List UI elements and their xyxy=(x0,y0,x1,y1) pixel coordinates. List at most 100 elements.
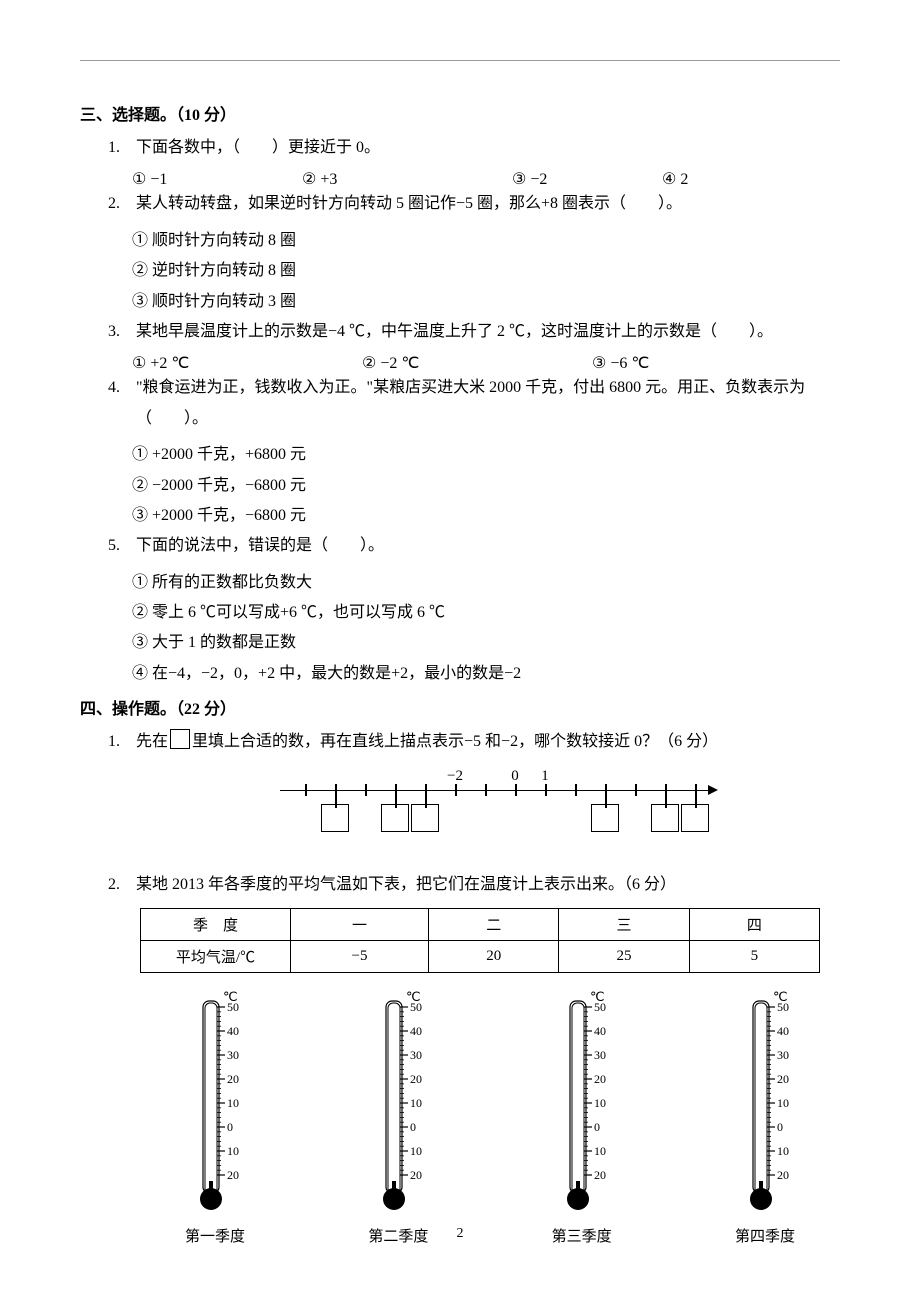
svg-text:30: 30 xyxy=(777,1048,789,1062)
svg-text:50: 50 xyxy=(227,1000,239,1014)
thermometer-row: ℃504030201001020第一季度℃504030201001020第二季度… xyxy=(140,989,840,1246)
numberline-label: 0 xyxy=(511,768,519,785)
page-number: 2 xyxy=(457,1226,464,1242)
q-num: 2. xyxy=(108,189,136,219)
svg-text:20: 20 xyxy=(227,1168,239,1182)
table-header: 一 xyxy=(291,909,429,941)
svg-text:40: 40 xyxy=(777,1024,789,1038)
option: ③ +2000 千克，−6800 元 xyxy=(132,501,840,531)
table-header: 季 度 xyxy=(141,909,291,941)
q-num: 1. xyxy=(108,133,136,163)
thermometer: ℃504030201001020第四季度 xyxy=(690,989,840,1246)
svg-text:0: 0 xyxy=(777,1120,783,1134)
svg-text:20: 20 xyxy=(777,1168,789,1182)
svg-text:20: 20 xyxy=(594,1072,606,1086)
q-text: 某地 2013 年各季度的平均气温如下表，把它们在温度计上表示出来。（6 分） xyxy=(136,870,676,900)
option: ③ −6 ℃ xyxy=(592,353,822,373)
svg-text:10: 10 xyxy=(777,1144,789,1158)
text-suffix: 里填上合适的数，再在直线上描点表示−5 和−2，哪个数较接近 0？（6 分） xyxy=(192,733,718,750)
option: ② −2000 千克，−6800 元 xyxy=(132,471,840,501)
numberline-blank-box xyxy=(651,804,679,832)
option: ① +2000 千克，+6800 元 xyxy=(132,440,840,470)
number-line: −2 0 1 xyxy=(280,770,740,840)
q-text: 下面各数中，（ ）更接近于 0。 xyxy=(136,133,380,163)
option: ① −1 xyxy=(132,169,302,189)
temperature-table: 季 度 一 二 三 四 平均气温/℃ −5 20 25 5 xyxy=(140,908,840,973)
blank-box-icon xyxy=(170,729,190,749)
table-cell: 25 xyxy=(559,941,689,973)
svg-text:0: 0 xyxy=(594,1120,600,1134)
svg-text:20: 20 xyxy=(227,1072,239,1086)
svg-text:20: 20 xyxy=(594,1168,606,1182)
numberline-blank-box xyxy=(591,804,619,832)
option: ② 逆时针方向转动 8 圈 xyxy=(132,256,840,286)
svg-text:10: 10 xyxy=(410,1144,422,1158)
q-num: 1. xyxy=(108,727,136,757)
q-num: 4. xyxy=(108,373,136,434)
svg-text:50: 50 xyxy=(594,1000,606,1014)
svg-text:10: 10 xyxy=(777,1096,789,1110)
table-cell: 20 xyxy=(429,941,559,973)
svg-text:30: 30 xyxy=(227,1048,239,1062)
q-text: 某人转动转盘，如果逆时针方向转动 5 圈记作−5 圈，那么+8 圈表示（ ）。 xyxy=(136,189,682,219)
thermometer-caption: 第四季度 xyxy=(690,1225,840,1246)
option: ② +3 xyxy=(302,169,512,189)
svg-text:40: 40 xyxy=(410,1024,422,1038)
q-text: 先在 里填上合适的数，再在直线上描点表示−5 和−2，哪个数较接近 0？（6 分） xyxy=(136,727,718,757)
svg-text:10: 10 xyxy=(410,1096,422,1110)
option: ① +2 ℃ xyxy=(132,353,362,373)
option: ② 零上 6 ℃可以写成+6 ℃，也可以写成 6 ℃ xyxy=(132,598,840,628)
option: ④ 2 xyxy=(662,169,688,189)
thermometer-caption: 第一季度 xyxy=(140,1225,290,1246)
q-num: 3. xyxy=(108,317,136,347)
thermometer-caption: 第三季度 xyxy=(507,1225,657,1246)
q3-1-options: ① −1 ② +3 ③ −2 ④ 2 xyxy=(132,169,840,189)
q3-4: 4. "粮食运进为正，钱数收入为正。"某粮店买进大米 2000 千克，付出 68… xyxy=(108,373,840,434)
svg-text:10: 10 xyxy=(594,1096,606,1110)
numberline-blank-box xyxy=(381,804,409,832)
q-text: 下面的说法中，错误的是（ ）。 xyxy=(136,531,384,561)
q3-2: 2. 某人转动转盘，如果逆时针方向转动 5 圈记作−5 圈，那么+8 圈表示（ … xyxy=(108,189,840,219)
table-header: 四 xyxy=(689,909,819,941)
option: ④ 在−4，−2，0，+2 中，最大的数是+2，最小的数是−2 xyxy=(132,659,840,689)
table-header: 三 xyxy=(559,909,689,941)
q3-3-options: ① +2 ℃ ② −2 ℃ ③ −6 ℃ xyxy=(132,353,840,373)
section-3-title: 三、选择题。（10 分） xyxy=(80,101,840,125)
table-cell: 5 xyxy=(689,941,819,973)
svg-text:50: 50 xyxy=(777,1000,789,1014)
table-cell: −5 xyxy=(291,941,429,973)
svg-text:40: 40 xyxy=(227,1024,239,1038)
svg-text:40: 40 xyxy=(594,1024,606,1038)
q3-1: 1. 下面各数中，（ ）更接近于 0。 xyxy=(108,133,840,163)
q-text: 某地早晨温度计上的示数是−4 ℃，中午温度上升了 2 ℃，这时温度计上的示数是（… xyxy=(136,317,773,347)
option: ③ 顺时针方向转动 3 圈 xyxy=(132,287,840,317)
svg-text:30: 30 xyxy=(410,1048,422,1062)
svg-text:10: 10 xyxy=(227,1096,239,1110)
thermometer: ℃504030201001020第一季度 xyxy=(140,989,290,1246)
svg-text:10: 10 xyxy=(227,1144,239,1158)
svg-text:0: 0 xyxy=(227,1120,233,1134)
numberline-blank-box xyxy=(411,804,439,832)
numberline-blank-box xyxy=(681,804,709,832)
svg-text:0: 0 xyxy=(410,1120,416,1134)
q-num: 2. xyxy=(108,870,136,900)
option: ② −2 ℃ xyxy=(362,353,592,373)
thermometer: ℃504030201001020第三季度 xyxy=(507,989,657,1246)
option: ① 顺时针方向转动 8 圈 xyxy=(132,226,840,256)
svg-text:50: 50 xyxy=(410,1000,422,1014)
svg-text:20: 20 xyxy=(410,1072,422,1086)
q-text: "粮食运进为正，钱数收入为正。"某粮店买进大米 2000 千克，付出 6800 … xyxy=(136,373,840,434)
thermometer: ℃504030201001020第二季度 xyxy=(323,989,473,1246)
q3-3: 3. 某地早晨温度计上的示数是−4 ℃，中午温度上升了 2 ℃，这时温度计上的示… xyxy=(108,317,840,347)
text-prefix: 先在 xyxy=(136,733,168,750)
svg-text:20: 20 xyxy=(777,1072,789,1086)
q-num: 5. xyxy=(108,531,136,561)
svg-text:30: 30 xyxy=(594,1048,606,1062)
q4-1: 1. 先在 里填上合适的数，再在直线上描点表示−5 和−2，哪个数较接近 0？（6… xyxy=(108,727,840,757)
option: ③ 大于 1 的数都是正数 xyxy=(132,628,840,658)
numberline-label: −2 xyxy=(447,768,463,785)
numberline-label: 1 xyxy=(541,768,549,785)
table-header: 二 xyxy=(429,909,559,941)
option: ③ −2 xyxy=(512,169,662,189)
numberline-blank-box xyxy=(321,804,349,832)
